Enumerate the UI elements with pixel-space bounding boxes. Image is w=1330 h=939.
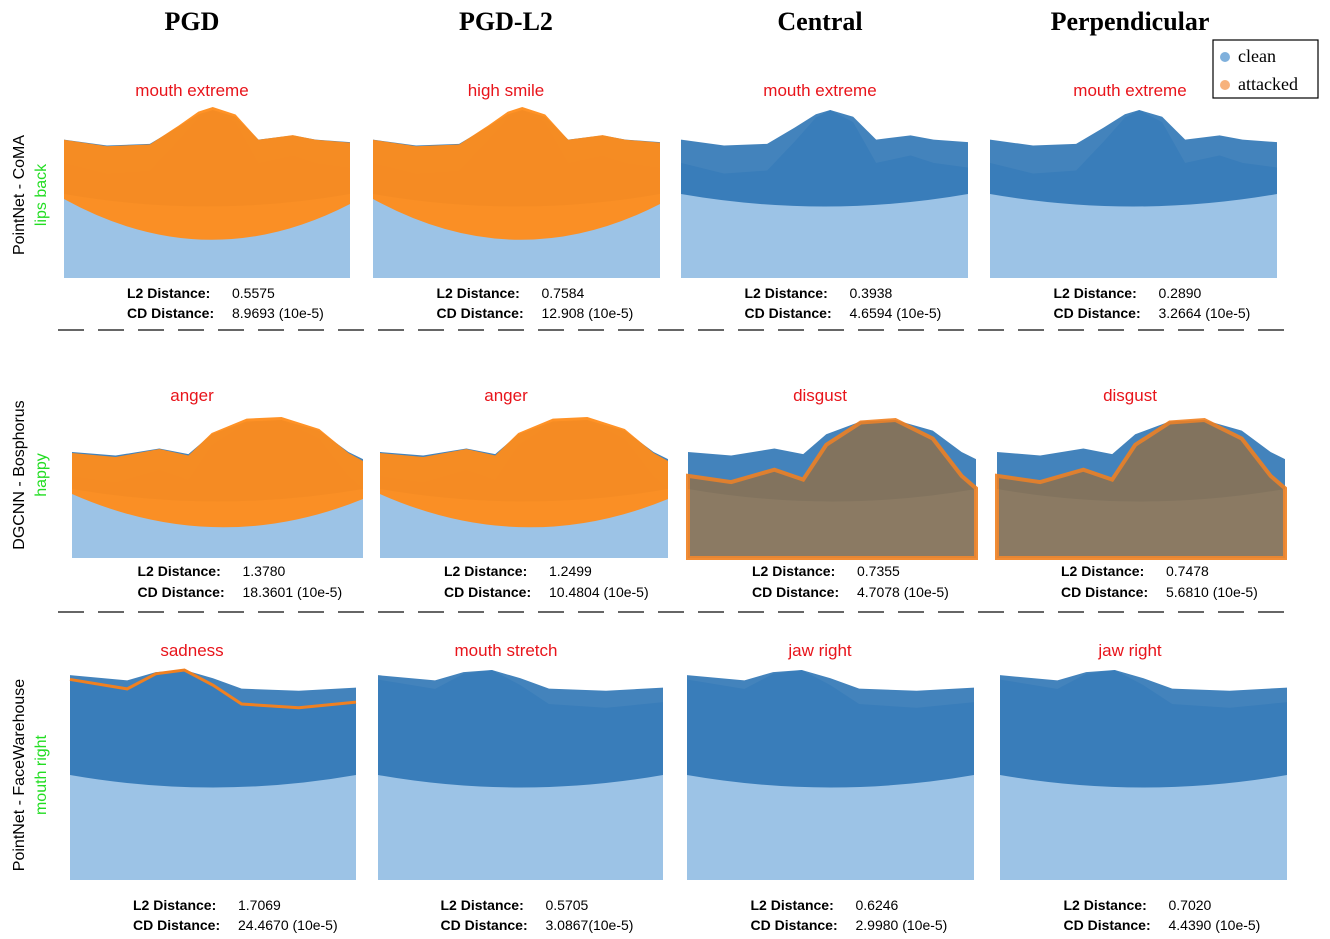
l2-value: 0.7584 — [542, 285, 585, 301]
l2-value: 1.7069 — [238, 897, 281, 913]
row-model-label: DGCNN - Bosphorus — [11, 400, 28, 549]
prediction-label: anger — [484, 386, 528, 405]
l2-value: 0.7478 — [1166, 563, 1209, 579]
prediction-label: anger — [170, 386, 214, 405]
l2-value: 0.7020 — [1169, 897, 1212, 913]
cd-value: 4.6594 (10e-5) — [850, 305, 942, 321]
point-cloud — [681, 110, 968, 207]
column-header: PGD — [165, 7, 220, 36]
cd-label: CD Distance: — [441, 917, 528, 933]
l2-label: L2 Distance: — [138, 563, 221, 579]
column-header: Perpendicular — [1051, 7, 1210, 36]
cd-value: 8.9693 (10e-5) — [232, 305, 324, 321]
l2-value: 0.3938 — [850, 285, 893, 301]
l2-value: 0.7355 — [857, 563, 900, 579]
legend-marker — [1220, 52, 1230, 62]
cd-value: 3.2664 (10e-5) — [1159, 305, 1251, 321]
column-header: Central — [777, 7, 862, 36]
prediction-label: mouth stretch — [455, 641, 558, 660]
cd-value: 24.4670 (10e-5) — [238, 917, 338, 933]
prediction-label: mouth extreme — [763, 81, 876, 100]
l2-label: L2 Distance: — [441, 897, 524, 913]
row-true-label: mouth right — [33, 734, 50, 815]
legend-label: attacked — [1238, 74, 1298, 94]
l2-label: L2 Distance: — [437, 285, 520, 301]
cd-label: CD Distance: — [751, 917, 838, 933]
l2-value: 0.6246 — [856, 897, 899, 913]
cd-value: 4.7078 (10e-5) — [857, 584, 949, 600]
cd-label: CD Distance: — [745, 305, 832, 321]
l2-label: L2 Distance: — [133, 897, 216, 913]
legend-marker — [1220, 80, 1230, 90]
cd-value: 5.6810 (10e-5) — [1166, 584, 1258, 600]
l2-value: 1.2499 — [549, 563, 592, 579]
l2-label: L2 Distance: — [1054, 285, 1137, 301]
point-cloud — [378, 670, 663, 788]
point-cloud — [687, 670, 974, 788]
prediction-label: high smile — [468, 81, 545, 100]
figure: clean attacked PGD PGD-L2 Central Perpendic… — [0, 0, 1330, 939]
cd-value: 2.9980 (10e-5) — [856, 917, 948, 933]
cd-value: 10.4804 (10e-5) — [549, 584, 649, 600]
l2-label: L2 Distance: — [752, 563, 835, 579]
l2-label: L2 Distance: — [745, 285, 828, 301]
prediction-label: disgust — [793, 386, 847, 405]
cd-label: CD Distance: — [444, 584, 531, 600]
cd-value: 18.3601 (10e-5) — [243, 584, 343, 600]
prediction-label: disgust — [1103, 386, 1157, 405]
cd-label: CD Distance: — [133, 917, 220, 933]
cd-label: CD Distance: — [752, 584, 839, 600]
prediction-label: mouth extreme — [135, 81, 248, 100]
cd-label: CD Distance: — [1061, 584, 1148, 600]
cd-label: CD Distance: — [1064, 917, 1151, 933]
attacked-cloud — [997, 420, 1285, 558]
row-true-label: lips back — [33, 163, 50, 226]
cd-label: CD Distance: — [138, 584, 225, 600]
prediction-label: jaw right — [1097, 641, 1162, 660]
cd-value: 12.908 (10e-5) — [542, 305, 634, 321]
cd-value: 4.4390 (10e-5) — [1169, 917, 1261, 933]
column-header: PGD-L2 — [459, 7, 553, 36]
l2-label: L2 Distance: — [751, 897, 834, 913]
cd-value: 3.0867(10e-5) — [546, 917, 634, 933]
l2-label: L2 Distance: — [127, 285, 210, 301]
row-model-label: PointNet - CoMA — [11, 135, 28, 255]
prediction-label: sadness — [160, 641, 223, 660]
l2-value: 0.5705 — [546, 897, 589, 913]
l2-value: 1.3780 — [243, 563, 286, 579]
l2-label: L2 Distance: — [1061, 563, 1144, 579]
prediction-label: mouth extreme — [1073, 81, 1186, 100]
l2-value: 0.2890 — [1159, 285, 1202, 301]
legend-label: clean — [1238, 46, 1276, 66]
point-cloud — [990, 110, 1277, 207]
attacked-cloud — [688, 420, 976, 558]
cd-label: CD Distance: — [437, 305, 524, 321]
l2-label: L2 Distance: — [1064, 897, 1147, 913]
prediction-label: jaw right — [787, 641, 852, 660]
cd-label: CD Distance: — [1054, 305, 1141, 321]
l2-label: L2 Distance: — [444, 563, 527, 579]
cd-label: CD Distance: — [127, 305, 214, 321]
row-model-label: PointNet - FaceWarehouse — [11, 679, 28, 871]
row-true-label: happy — [33, 453, 50, 497]
l2-value: 0.5575 — [232, 285, 275, 301]
point-cloud — [1000, 670, 1287, 788]
